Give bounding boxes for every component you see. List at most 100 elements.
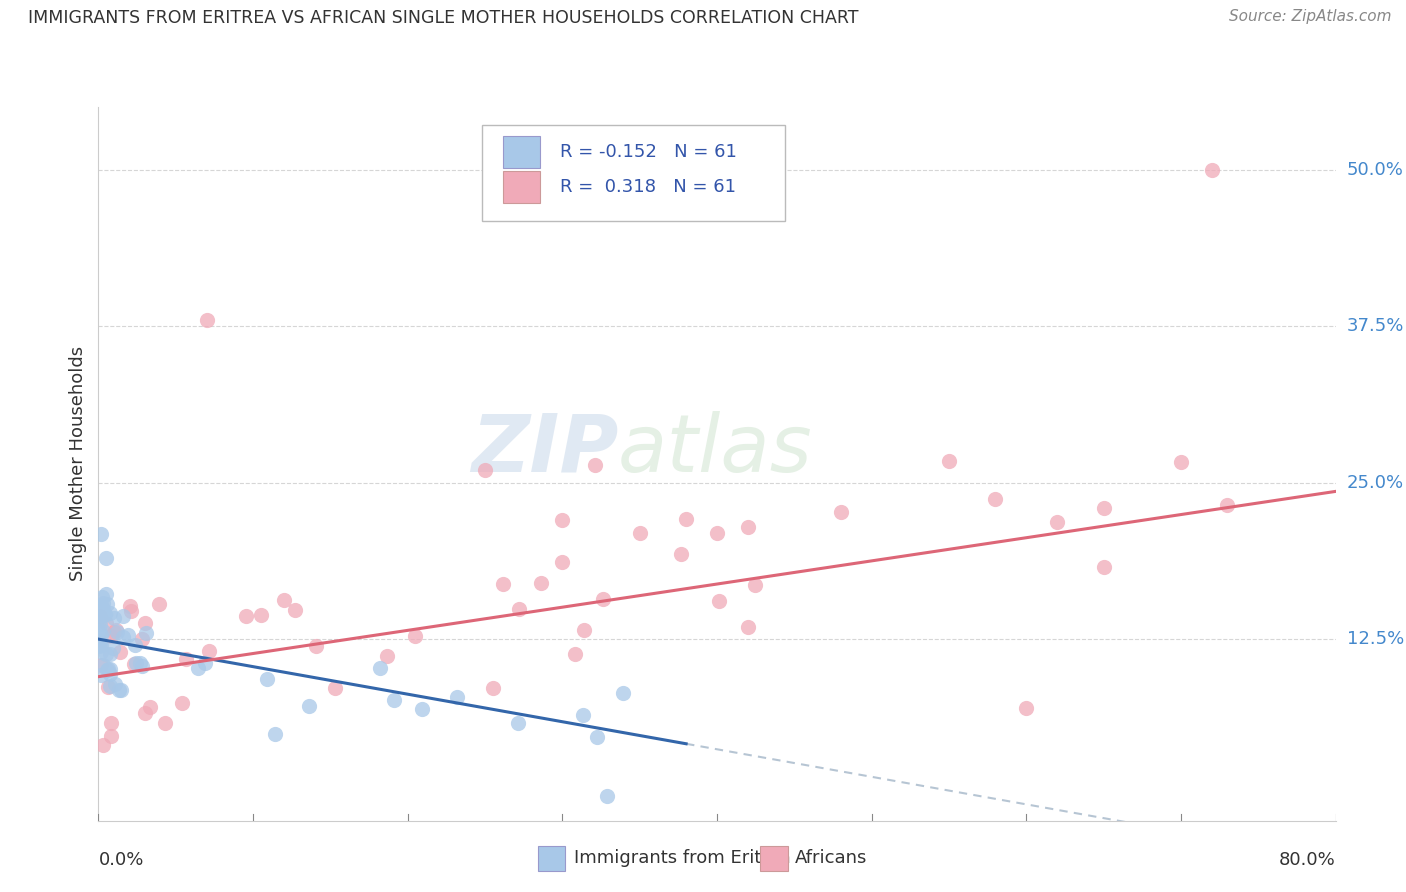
Point (98, 662, 121, 676)
Point (96, 598, 118, 612)
Point (195, 313, 218, 327)
Point (131, 632, 153, 647)
Point (273, 593, 295, 607)
Point (101, 641, 124, 656)
Point (706, 525, 728, 540)
Bar (537, 846, 565, 871)
Point (108, 682, 131, 697)
Point (122, 657, 145, 671)
Point (97, 662, 120, 676)
Point (474, 463, 496, 477)
Point (90, 657, 112, 672)
Point (628, 525, 651, 540)
Point (375, 649, 398, 664)
Point (107, 624, 129, 639)
Point (530, 576, 553, 591)
Point (89, 635, 111, 649)
Point (148, 597, 170, 611)
Point (98, 666, 121, 681)
Point (172, 696, 194, 710)
Point (90, 527, 112, 541)
Point (1046, 515, 1069, 529)
Point (91, 657, 114, 672)
Point (94, 587, 117, 601)
Point (572, 623, 595, 637)
Point (89, 604, 111, 618)
Point (120, 604, 142, 618)
Text: Immigrants from Eritrea: Immigrants from Eritrea (574, 849, 790, 867)
Point (508, 602, 530, 616)
Point (110, 683, 132, 698)
Point (612, 686, 634, 700)
Point (103, 624, 125, 639)
Point (592, 591, 614, 606)
Point (96, 663, 118, 677)
Point (1216, 498, 1239, 512)
Point (103, 611, 125, 625)
Point (90, 645, 112, 659)
Text: 80.0%: 80.0% (1279, 851, 1336, 869)
Point (492, 577, 515, 591)
Point (572, 707, 595, 722)
Point (89, 628, 111, 642)
Point (89, 609, 111, 624)
Point (100, 629, 122, 643)
Y-axis label: Single Mother Households: Single Mother Households (69, 346, 87, 582)
Text: IMMIGRANTS FROM ERITREA VS AFRICAN SINGLE MOTHER HOUSEHOLDS CORRELATION CHART: IMMIGRANTS FROM ERITREA VS AFRICAN SINGL… (28, 9, 859, 27)
Point (404, 629, 426, 643)
Point (1201, 162, 1223, 177)
Bar (503, 171, 540, 203)
Point (100, 715, 122, 730)
Point (984, 491, 1007, 506)
Point (89, 616, 111, 631)
Text: Africans: Africans (794, 849, 868, 867)
Point (97, 680, 120, 694)
Point (135, 626, 157, 640)
Point (129, 657, 152, 671)
Point (737, 520, 759, 534)
Point (124, 638, 146, 652)
Point (198, 644, 221, 658)
Point (87, 639, 110, 653)
Point (98, 606, 121, 620)
Point (134, 615, 156, 630)
Point (98, 679, 121, 693)
Point (675, 512, 697, 526)
Point (89, 614, 111, 628)
Point (91, 738, 114, 752)
Point (89, 668, 111, 682)
Point (96, 550, 118, 565)
Point (298, 699, 321, 714)
Point (91, 590, 114, 604)
Point (118, 599, 141, 613)
Point (382, 693, 405, 707)
Point (91, 596, 114, 610)
Point (117, 627, 139, 641)
Point (93, 608, 115, 623)
Point (94, 607, 117, 622)
Point (1092, 500, 1115, 515)
Point (112, 608, 135, 623)
Point (90, 638, 112, 652)
Point (1170, 454, 1192, 468)
Point (111, 630, 134, 644)
Point (193, 656, 215, 670)
Point (89, 608, 111, 623)
Point (305, 639, 328, 653)
Point (105, 623, 128, 637)
Point (100, 729, 122, 743)
Point (94, 615, 117, 630)
Point (263, 727, 285, 741)
Text: R = -0.152   N = 61: R = -0.152 N = 61 (560, 143, 737, 161)
Point (94, 647, 117, 661)
Point (235, 608, 257, 623)
Point (91, 624, 114, 638)
Point (446, 690, 468, 705)
Point (98, 647, 121, 661)
Point (586, 730, 609, 744)
Point (1015, 701, 1038, 715)
Point (108, 645, 131, 659)
Point (707, 594, 730, 608)
Point (830, 505, 852, 519)
Point (323, 681, 346, 695)
